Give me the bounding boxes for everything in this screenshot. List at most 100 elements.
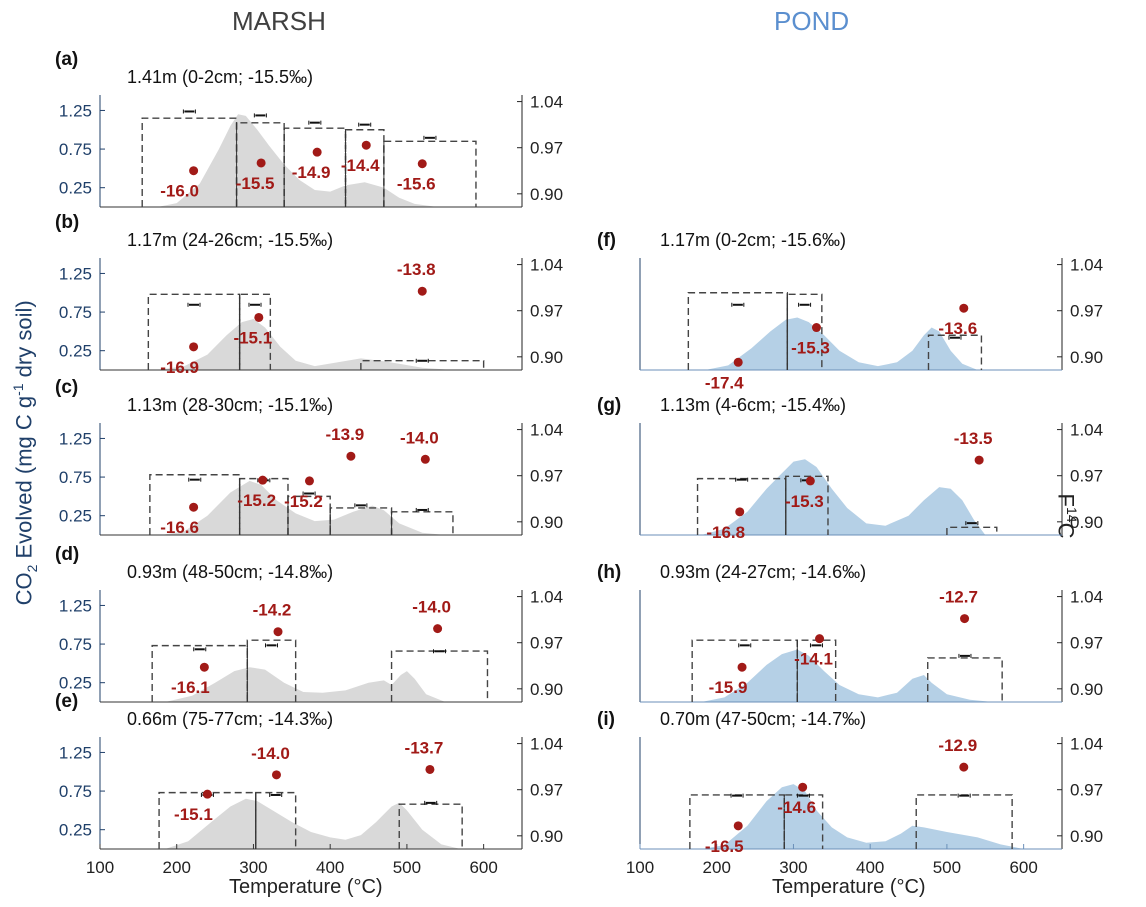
- delta13c-label: -15.2: [284, 492, 323, 511]
- left-tick-label: 1.25: [59, 264, 92, 283]
- delta13c-label: -13.8: [397, 260, 436, 279]
- panel-title: 0.93m (24-27cm; -14.6‰): [660, 562, 866, 582]
- delta13c-point: [959, 303, 969, 313]
- x-tick-label: 200: [703, 858, 731, 877]
- column-title-marsh: MARSH: [232, 6, 326, 36]
- right-tick-label: 0.97: [1070, 781, 1103, 800]
- right-tick-label: 0.90: [530, 348, 563, 367]
- delta13c-point: [815, 634, 825, 644]
- x-tick-label: 600: [469, 858, 497, 877]
- panel-title: 1.13m (4-6cm; -15.4‰): [660, 395, 846, 415]
- right-tick-label: 1.04: [1070, 421, 1103, 440]
- right-tick-label: 0.90: [1070, 513, 1103, 532]
- delta13c-point: [199, 662, 209, 672]
- delta13c-label: -14.1: [794, 650, 833, 669]
- left-tick-label: 0.75: [59, 468, 92, 487]
- delta13c-label: -14.0: [412, 598, 451, 617]
- delta13c-point: [959, 762, 969, 772]
- panel-letter: (f): [597, 230, 616, 251]
- left-tick-label: 0.25: [59, 179, 92, 198]
- right-tick-label: 0.90: [530, 185, 563, 204]
- left-tick-label: 0.75: [59, 140, 92, 159]
- x-tick-label: 500: [933, 858, 961, 877]
- panel-a: 0.25 0.75 1.25 0.90 0.97 1.04 (a) 1.41m (0-2cm;…: [55, 49, 563, 208]
- delta13c-point: [304, 476, 314, 486]
- panel-b: 0.25 0.75 1.25 0.90 0.97 1.04 (b) 1.17m (24-26c…: [55, 212, 563, 377]
- fraction-box: [398, 803, 463, 849]
- panel-c: 0.25 0.75 1.25 0.90 0.97 1.04 (c) 1.13m (28-30c…: [55, 377, 563, 537]
- delta13c-label: -15.3: [785, 492, 824, 511]
- right-tick-label: 0.90: [530, 680, 563, 699]
- right-tick-label: 0.97: [530, 781, 563, 800]
- left-tick-label: 1.25: [59, 101, 92, 120]
- right-tick-label: 0.90: [530, 513, 563, 532]
- delta13c-point: [258, 475, 268, 485]
- x-tick-label: 300: [239, 858, 267, 877]
- panel-title: 0.93m (48-50cm; -14.8‰): [127, 562, 333, 582]
- right-tick-label: 1.04: [1070, 588, 1103, 607]
- delta13c-point: [420, 454, 430, 464]
- left-tick-label: 0.25: [59, 342, 92, 361]
- right-tick-label: 1.04: [530, 735, 563, 754]
- delta13c-point: [433, 624, 443, 634]
- delta13c-label: -16.6: [160, 518, 199, 537]
- delta13c-label: -15.1: [233, 328, 272, 347]
- delta13c-point: [737, 662, 747, 672]
- x-tick-label: 400: [316, 858, 344, 877]
- delta13c-label: -16.0: [160, 182, 199, 201]
- delta13c-point: [202, 789, 212, 799]
- thermogram-area: [157, 114, 438, 207]
- fraction-box: [785, 475, 829, 535]
- x-tick-label: 200: [163, 858, 191, 877]
- right-tick-label: 1.04: [530, 588, 563, 607]
- delta13c-label: -14.0: [400, 428, 439, 447]
- delta13c-point: [273, 627, 283, 637]
- right-tick-label: 0.90: [530, 827, 563, 846]
- left-tick-label: 1.25: [59, 596, 92, 615]
- thermogram-area: [165, 798, 461, 849]
- delta13c-point: [733, 357, 743, 367]
- fraction-box: [691, 639, 798, 702]
- left-tick-label: 0.25: [59, 507, 92, 526]
- left-tick-label: 0.75: [59, 782, 92, 801]
- right-tick-label: 1.04: [1070, 256, 1103, 275]
- delta13c-label: -15.5: [236, 174, 275, 193]
- panel-letter: (g): [597, 395, 621, 416]
- left-tick-label: 0.25: [59, 821, 92, 840]
- fraction-box: [383, 140, 477, 207]
- fraction-box: [946, 526, 998, 535]
- panel-f: 0.90 0.97 1.04 (f) 1.17m (0-2cm; -15.6‰) -17.…: [597, 230, 1103, 392]
- right-tick-label: 0.97: [1070, 467, 1103, 486]
- delta13c-label: -14.9: [292, 163, 331, 182]
- panel-e: 0.25 0.75 1.25 0.90 0.97 1.04 100 200 300 400 500 6…: [55, 691, 563, 877]
- left-tick-label: 1.25: [59, 743, 92, 762]
- delta13c-point: [361, 140, 371, 150]
- x-axis-label-pond: Temperature (°C): [772, 876, 926, 898]
- panel-letter: (a): [55, 49, 78, 70]
- thermogram-area: [705, 317, 978, 370]
- panel-title: 1.17m (24-26cm; -15.5‰): [127, 230, 333, 250]
- thermogram-area: [161, 480, 446, 535]
- delta13c-point: [254, 312, 264, 322]
- delta13c-point: [271, 770, 281, 780]
- delta13c-label: -13.7: [405, 738, 444, 757]
- left-tick-label: 0.75: [59, 303, 92, 322]
- delta13c-point: [312, 147, 322, 157]
- delta13c-point: [735, 507, 745, 517]
- x-tick-label: 400: [856, 858, 884, 877]
- delta13c-point: [417, 286, 427, 296]
- right-tick-label: 1.04: [530, 93, 563, 112]
- panel-title: 1.41m (0-2cm; -15.5‰): [127, 67, 313, 87]
- panel-letter: (d): [55, 544, 79, 565]
- panel-g: 0.90 0.97 1.04 (g) 1.13m (4-6cm; -15.4‰) -16.…: [597, 395, 1103, 542]
- delta13c-label: -14.4: [341, 156, 380, 175]
- delta13c-point: [189, 342, 199, 352]
- delta13c-label: -16.1: [171, 678, 210, 697]
- delta13c-label: -14.0: [251, 744, 290, 763]
- x-tick-label: 100: [86, 858, 114, 877]
- x-tick-label: 300: [779, 858, 807, 877]
- thermogram-area: [701, 784, 1024, 849]
- right-tick-label: 0.90: [1070, 680, 1103, 699]
- panel-i: 0.90 0.97 1.04 100 200 300 400 500 600 (i) 0.70m (…: [597, 709, 1103, 877]
